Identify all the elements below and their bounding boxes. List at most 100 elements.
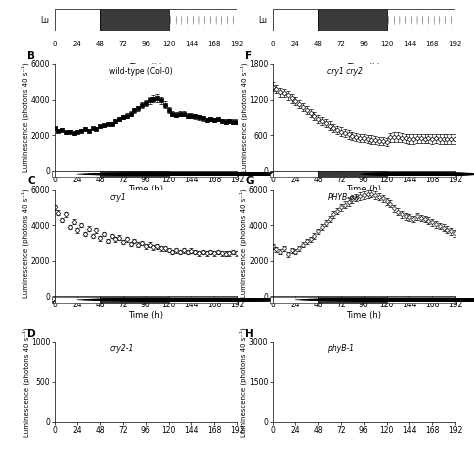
Circle shape: [389, 173, 445, 176]
Circle shape: [76, 173, 264, 176]
Circle shape: [377, 173, 434, 176]
Text: Lu: Lu: [40, 16, 49, 25]
Text: cry1 cry2: cry1 cry2: [327, 67, 363, 76]
Text: H: H: [245, 329, 254, 339]
Text: C: C: [27, 176, 35, 186]
Text: 24: 24: [73, 42, 82, 47]
Text: 120: 120: [162, 42, 175, 47]
Circle shape: [133, 298, 321, 301]
Circle shape: [423, 173, 474, 176]
Text: 192: 192: [448, 42, 462, 47]
Y-axis label: Luminescence (photons 40 s⁻¹): Luminescence (photons 40 s⁻¹): [240, 327, 247, 437]
Bar: [169, 171, 237, 177]
Text: F: F: [245, 51, 252, 61]
Circle shape: [82, 173, 270, 176]
Bar: [273, 9, 318, 31]
Circle shape: [93, 173, 282, 176]
Circle shape: [406, 173, 462, 176]
X-axis label: Time (h): Time (h): [346, 185, 381, 194]
Text: G: G: [245, 176, 254, 186]
Circle shape: [139, 298, 327, 301]
Circle shape: [394, 173, 451, 176]
Circle shape: [122, 173, 310, 176]
Text: 120: 120: [380, 42, 393, 47]
Circle shape: [360, 173, 417, 176]
Text: 144: 144: [403, 42, 416, 47]
Circle shape: [93, 298, 282, 301]
Bar: [387, 9, 455, 31]
Text: B: B: [27, 51, 35, 61]
Bar: [55, 297, 100, 303]
Text: phyB-1: phyB-1: [327, 344, 354, 353]
Circle shape: [294, 298, 474, 301]
Circle shape: [323, 298, 474, 301]
Circle shape: [311, 298, 474, 301]
Circle shape: [128, 298, 316, 301]
Text: PHYB-ox: PHYB-ox: [327, 193, 359, 202]
Circle shape: [88, 298, 276, 301]
Circle shape: [76, 298, 264, 301]
Circle shape: [116, 173, 304, 176]
Circle shape: [346, 298, 474, 301]
Text: 72: 72: [118, 42, 128, 47]
X-axis label: Time (h): Time (h): [128, 311, 163, 320]
Bar: [55, 9, 100, 31]
Circle shape: [82, 298, 270, 301]
Bar: [318, 297, 387, 303]
Circle shape: [334, 298, 474, 301]
Text: D: D: [27, 329, 36, 339]
Text: cry1: cry1: [109, 193, 126, 202]
Bar: [318, 171, 387, 177]
Bar: [100, 297, 169, 303]
Circle shape: [133, 173, 321, 176]
Y-axis label: Luminescence (photons 40 s⁻¹): Luminescence (photons 40 s⁻¹): [240, 188, 247, 298]
Text: 96: 96: [359, 42, 368, 47]
Bar: [100, 171, 169, 177]
Text: 96: 96: [141, 42, 150, 47]
Bar: [169, 9, 237, 31]
Text: 168: 168: [208, 42, 221, 47]
Text: 48: 48: [314, 42, 323, 47]
Bar: [55, 171, 100, 177]
Bar: [387, 171, 455, 177]
Circle shape: [110, 173, 299, 176]
Text: 144: 144: [185, 42, 198, 47]
Circle shape: [105, 298, 293, 301]
Bar: [270, 297, 273, 303]
Circle shape: [105, 173, 293, 176]
Bar: [273, 171, 318, 177]
Text: Lu: Lu: [258, 16, 267, 25]
Text: cry2-1: cry2-1: [109, 344, 134, 353]
Circle shape: [128, 173, 316, 176]
Circle shape: [139, 173, 327, 176]
Circle shape: [340, 298, 474, 301]
Bar: [270, 171, 273, 177]
X-axis label: Time (h): Time (h): [346, 311, 381, 320]
Y-axis label: Luminescence (photons 40 s⁻¹): Luminescence (photons 40 s⁻¹): [22, 327, 29, 437]
Text: wild-type (Col-0): wild-type (Col-0): [109, 67, 173, 76]
Bar: [52, 297, 55, 303]
Circle shape: [116, 298, 304, 301]
Bar: [100, 9, 169, 31]
Circle shape: [317, 298, 474, 301]
Circle shape: [88, 173, 276, 176]
Circle shape: [372, 173, 428, 176]
Text: 72: 72: [337, 42, 346, 47]
Circle shape: [411, 173, 468, 176]
Circle shape: [306, 298, 474, 301]
Circle shape: [99, 173, 287, 176]
Bar: [52, 171, 55, 177]
Bar: [169, 297, 237, 303]
Text: 168: 168: [426, 42, 439, 47]
Circle shape: [110, 298, 299, 301]
Circle shape: [400, 173, 456, 176]
Circle shape: [99, 298, 287, 301]
Circle shape: [417, 173, 474, 176]
Y-axis label: Luminescence (photons 40 s⁻¹): Luminescence (photons 40 s⁻¹): [22, 188, 29, 298]
Circle shape: [357, 298, 474, 301]
Circle shape: [122, 298, 310, 301]
Bar: [387, 297, 455, 303]
Circle shape: [366, 173, 422, 176]
Circle shape: [383, 173, 439, 176]
Circle shape: [351, 298, 474, 301]
